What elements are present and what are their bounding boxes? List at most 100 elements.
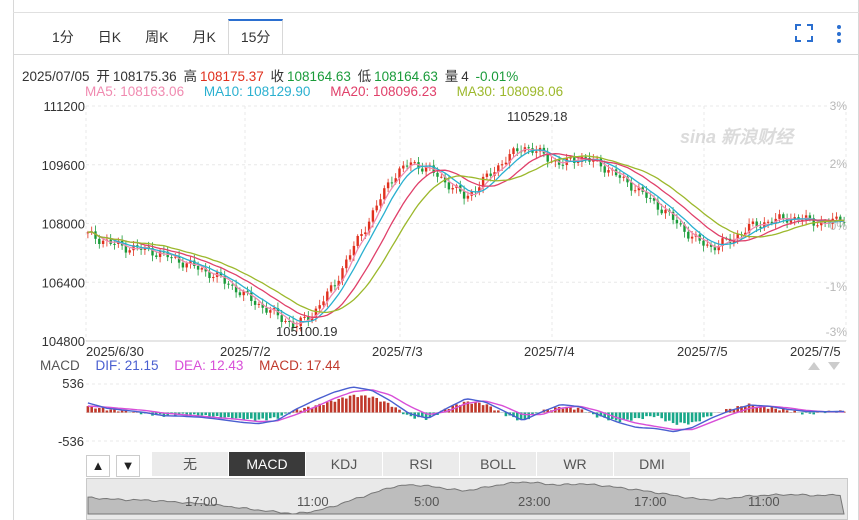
macd-value-legend: MACD: 17.44 [259,358,341,373]
macd-bar-2 [94,408,97,413]
candle-body-23 [174,256,177,258]
macd-bar-126 [565,406,568,413]
macd-bar-130 [580,409,584,413]
macd-bar-0 [86,406,90,413]
candle-body-137 [607,170,610,173]
candle-body-118 [535,151,538,153]
dea-line [87,389,845,431]
macd-bar-59 [310,408,314,413]
indicator-tab-macd[interactable]: MACD [229,452,306,476]
tab-1min[interactable]: 1分 [52,29,74,45]
macd-bar-105 [485,404,489,413]
candle-body-48 [269,310,272,313]
macd-bar-134 [595,412,599,418]
macd-bar-12 [132,411,135,413]
price-tick-3: 106400 [42,275,85,290]
high-annotation: 110529.18 [507,109,568,124]
candle-body-53 [288,320,291,322]
indicator-tab-none[interactable]: 无 [152,452,229,476]
macd-bar-69 [348,395,352,413]
annotations: 110529.18 105100.19 [276,109,568,339]
move-down-button[interactable]: ▼ [116,455,140,477]
fullscreen-icon[interactable] [795,24,813,42]
candle-body-127 [569,157,572,159]
open-value: 108175.36 [112,69,177,84]
low-annotation: 105100.19 [276,324,337,339]
candle-body-75 [371,210,375,222]
macd-bar-30 [200,412,204,416]
macd-bar-46 [261,412,264,419]
macd-bar-127 [569,407,572,413]
indicator-tab-wr[interactable]: WR [537,452,614,476]
candle-body-65 [333,285,337,287]
candle-body-108 [497,165,500,173]
macd-bar-100 [466,401,470,413]
tab-daily[interactable]: 日K [97,29,122,45]
candle-body-58 [307,316,310,321]
macd-bar-67 [341,397,344,413]
candle-body-197 [835,216,838,219]
candle-body-143 [630,182,633,191]
indicator-tab-boll[interactable]: BOLL [460,452,537,476]
macd-bar-182 [778,410,781,413]
candle-body-106 [489,173,492,176]
candle-body-191 [812,218,815,226]
candle-body-103 [478,187,481,193]
macd-bar-73 [364,395,367,413]
macd-bar-159 [690,412,694,423]
watermark-text: sina 新浪财经 [680,127,796,147]
macd-bar-88 [421,412,424,418]
macd-bar-112 [512,412,515,418]
nav-label-4: 23:00 [518,494,551,509]
candle-body-157 [683,224,686,232]
candle-body-177 [759,226,762,228]
candle-body-96 [451,187,454,190]
macd-bar-78 [383,401,386,413]
candle-body-111 [508,154,511,163]
indicator-tab-kdj[interactable]: KDJ [306,452,383,476]
macd-bar-87 [417,412,420,418]
macd-bar-156 [679,412,682,423]
candle-body-73 [364,232,367,235]
indicator-tab-dmi[interactable]: DMI [614,452,691,476]
tab-weekly[interactable]: 周K [145,29,169,45]
macd-bar-72 [360,395,363,413]
macd-bar-38 [231,412,234,420]
macd-bar-60 [314,405,318,413]
macd-bar-162 [702,412,705,418]
candle-body-173 [744,232,747,235]
move-up-button[interactable]: ▲ [86,455,110,477]
indicator-tab-rsi[interactable]: RSI [383,452,460,476]
macd-bar-33 [212,412,215,417]
macd-bar-184 [785,410,789,413]
macd-bar-146 [641,412,644,420]
macd-bar-37 [227,412,230,417]
macd-bar-172 [740,406,743,413]
macd-bar-57 [303,408,306,413]
tab-monthly[interactable]: 月K [192,29,216,45]
macd-bar-7 [113,408,116,413]
macd-bar-190 [808,412,812,414]
macd-bar-81 [394,407,397,413]
macd-bar-29 [196,412,200,417]
candle-body-121 [546,153,549,162]
ma5-legend: MA5: 108163.06 [85,84,185,99]
pct-tick-1: 2% [830,157,848,171]
macd-bar-142 [626,412,629,420]
more-menu-icon[interactable] [836,24,842,44]
macd-bar-115 [523,412,527,420]
macd-bar-3 [98,408,101,413]
pct-tick-3: -1% [826,280,848,294]
macd-bar-66 [337,398,340,413]
macd-bar-149 [652,412,656,418]
tab-15min[interactable]: 15分 [227,19,284,54]
candle-body-164 [709,244,713,247]
macd-bar-77 [379,401,382,413]
candle-body-67 [341,268,344,281]
candle-body-32 [208,271,211,279]
candle-body-47 [265,307,268,313]
macd-bar-61 [318,403,321,413]
price-ticks: 111200 109600 108000 106400 104800 [42,99,85,349]
x-axis-labels: 2025/6/30 2025/7/2 2025/7/3 2025/7/4 2025/7/… [86,344,841,359]
